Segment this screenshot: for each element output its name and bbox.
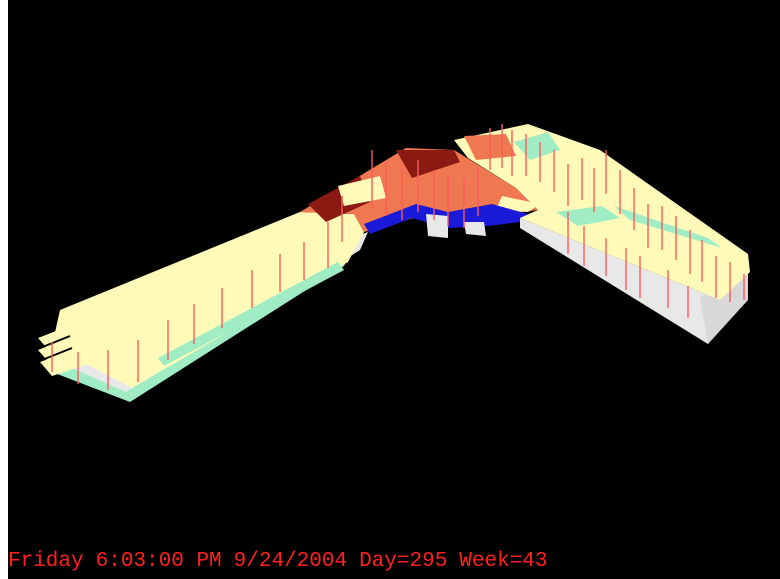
building-3d-model[interactable]: [8, 0, 780, 579]
right-wing-side-wall: [520, 218, 720, 344]
left-wing-step-edge-1: [39, 335, 71, 349]
central-light-patch-2: [496, 196, 540, 212]
right-wing-end-wall: [700, 270, 748, 344]
central-under-wall-2: [464, 222, 486, 236]
status-date: 9/24/2004: [233, 550, 348, 573]
status-time: 6:03:00 PM: [95, 550, 222, 573]
left-wing-floor: [52, 212, 364, 388]
central-light-patch: [338, 176, 386, 206]
right-wing-mint-2: [556, 206, 620, 226]
left-wing-step-edge-2: [41, 347, 73, 361]
central-hot-zone-2: [396, 150, 460, 178]
status-day-of-year: Day=295: [359, 550, 448, 573]
right-wing-mint-3: [614, 206, 722, 248]
status-week: Week=43: [459, 550, 548, 573]
left-wing-mint-strip: [158, 262, 344, 366]
central-under-wall-1: [426, 214, 448, 238]
status-bar: Friday 6:03:00 PM 9/24/2004 Day=295 Week=43: [8, 545, 560, 579]
status-day-name: Friday: [8, 550, 84, 573]
3d-viewport[interactable]: Friday 6:03:00 PM 9/24/2004 Day=295 Week=43: [8, 0, 780, 579]
